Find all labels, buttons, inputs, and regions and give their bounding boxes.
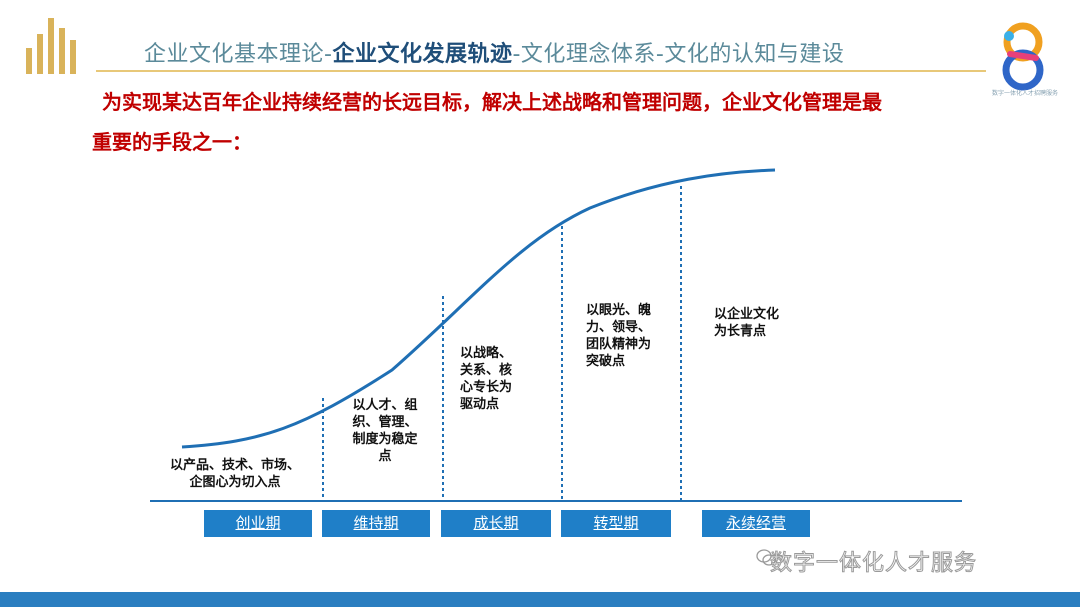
growth-s-curve — [181, 168, 776, 449]
wechat-icon — [756, 549, 776, 566]
title-part-2-highlight: 企业文化发展轨迹 — [332, 42, 513, 67]
title-part-3: -文化理念体系-文化的认知与建设 — [512, 42, 845, 67]
stage-desc-growth: 以战略、 关系、核 心专长为 驱动点 — [460, 346, 513, 412]
brand-tagline: 数字一体化人才招聘服务 — [992, 90, 1059, 97]
intro-line-2: 重要的手段之一： — [92, 130, 252, 154]
title-underline — [96, 70, 986, 72]
watermark-text: 数字一体化人才服务 — [769, 551, 978, 577]
stage-label-transform: 转型期 — [561, 510, 671, 537]
title-part-1: 企业文化基本理论- — [144, 42, 333, 67]
intro-line-1: 为实现某达百年企业持续经营的长远目标，解决上述战略和管理问题，企业文化管理是最 — [102, 90, 882, 114]
intro-paragraph: 为实现某达百年企业持续经营的长远目标，解决上述战略和管理问题，企业文化管理是最 … — [92, 82, 992, 162]
stage-desc-sustain: 以企业文化 为长青点 — [714, 307, 780, 339]
stage-label-startup: 创业期 — [204, 510, 312, 537]
page-title: 企业文化基本理论-企业文化发展轨迹-文化理念体系-文化的认知与建设 — [144, 36, 844, 68]
stage-label-maintain: 维持期 — [322, 510, 430, 537]
footer-band — [0, 592, 1080, 607]
logo-bars-icon — [24, 16, 80, 74]
stage-desc-startup: 以产品、技术、市场、 企图心为切入点 — [169, 458, 300, 490]
brand-logo-icon — [1002, 22, 1044, 91]
stage-label-growth: 成长期 — [441, 510, 551, 537]
stage-desc-transform: 以眼光、魄 力、领导、 团队精神为 突破点 — [586, 303, 652, 369]
stage-label-sustain: 永续经营 — [702, 510, 810, 537]
stage-desc-maintain: 以人才、组 织、管理、 制度为稳定 点 — [352, 398, 418, 464]
